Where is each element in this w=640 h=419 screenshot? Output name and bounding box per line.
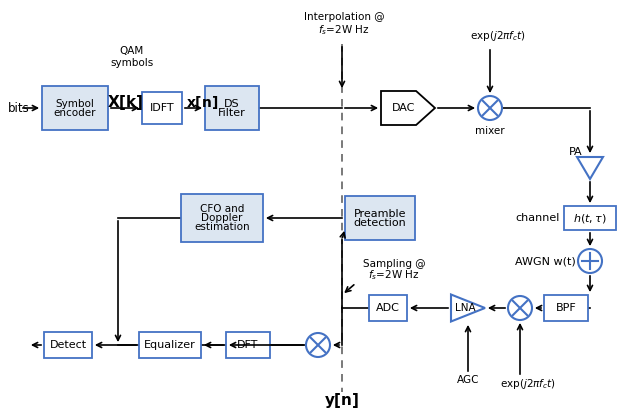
Polygon shape [577,157,603,179]
Text: $\mathbf{x[n]}$: $\mathbf{x[n]}$ [186,93,218,111]
Text: $\exp(j2\pi f_c t)$: $\exp(j2\pi f_c t)$ [470,29,526,43]
Text: QAM
symbols: QAM symbols [110,47,154,68]
Text: PA: PA [568,147,582,157]
Text: Detect: Detect [49,340,86,350]
Text: channel: channel [516,213,560,223]
Text: AWGN w(t): AWGN w(t) [515,256,576,266]
Text: $f_s$=2W Hz: $f_s$=2W Hz [368,268,420,282]
Bar [139,332,201,358]
Circle shape [478,96,502,120]
Text: ADC: ADC [376,303,400,313]
Text: DAC: DAC [392,103,415,113]
Bar [44,332,92,358]
Text: DFT: DFT [237,340,259,350]
Bar [142,92,182,124]
Text: AGC: AGC [457,375,479,385]
Bar [205,86,259,130]
Text: LNA: LNA [454,303,476,313]
Polygon shape [381,91,435,125]
Bar [42,86,108,130]
Circle shape [578,249,602,273]
Text: BPF: BPF [556,303,577,313]
Text: DS: DS [224,98,240,109]
Text: mixer: mixer [475,126,505,136]
Text: Doppler: Doppler [202,213,243,223]
Bar [226,332,270,358]
Bar [564,206,616,230]
Text: $\mathbf{X[k]}$: $\mathbf{X[k]}$ [107,93,143,111]
Bar [181,194,263,242]
Text: Equalizer: Equalizer [144,340,196,350]
Text: Preamble: Preamble [354,209,406,218]
Polygon shape [451,295,485,321]
Bar [544,295,588,321]
Bar [345,196,415,240]
Circle shape [508,296,532,320]
Text: $f_s$=2W Hz: $f_s$=2W Hz [318,23,370,37]
Text: IDFT: IDFT [150,103,174,113]
Text: detection: detection [354,217,406,228]
Text: encoder: encoder [54,108,96,117]
Bar [369,295,407,321]
Text: bits: bits [8,101,29,114]
Text: CFO and: CFO and [200,204,244,214]
Text: $\exp(j2\pi f_c t)$: $\exp(j2\pi f_c t)$ [500,377,556,391]
Text: $h(t,\tau)$: $h(t,\tau)$ [573,212,607,225]
Text: Interpolation @: Interpolation @ [304,12,384,22]
Text: Symbol: Symbol [56,98,95,109]
Text: Sampling @: Sampling @ [363,259,426,269]
Text: estimation: estimation [194,222,250,232]
Text: Filter: Filter [218,108,246,117]
Circle shape [306,333,330,357]
Text: $\mathbf{y[n]}$: $\mathbf{y[n]}$ [324,391,360,409]
